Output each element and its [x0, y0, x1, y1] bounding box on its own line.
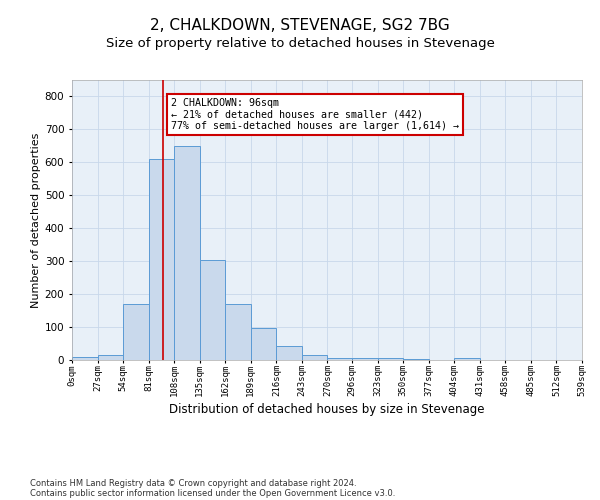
Bar: [403, 359, 429, 360]
Text: Size of property relative to detached houses in Stevenage: Size of property relative to detached ho…: [106, 38, 494, 51]
Text: 2, CHALKDOWN, STEVENAGE, SG2 7BG: 2, CHALKDOWN, STEVENAGE, SG2 7BG: [150, 18, 450, 32]
Bar: [123, 304, 149, 360]
Bar: [302, 355, 328, 360]
Y-axis label: Number of detached properties: Number of detached properties: [31, 132, 41, 308]
Text: 2 CHALKDOWN: 96sqm
← 21% of detached houses are smaller (442)
77% of semi-detach: 2 CHALKDOWN: 96sqm ← 21% of detached hou…: [172, 98, 460, 132]
X-axis label: Distribution of detached houses by size in Stevenage: Distribution of detached houses by size …: [169, 404, 485, 416]
Bar: [225, 304, 251, 360]
Bar: [98, 355, 123, 360]
Bar: [174, 146, 200, 360]
Text: Contains public sector information licensed under the Open Government Licence v3: Contains public sector information licen…: [30, 488, 395, 498]
Bar: [251, 328, 277, 360]
Bar: [454, 358, 480, 360]
Bar: [200, 260, 225, 360]
Bar: [149, 159, 174, 360]
Text: Contains HM Land Registry data © Crown copyright and database right 2024.: Contains HM Land Registry data © Crown c…: [30, 478, 356, 488]
Bar: [352, 358, 377, 360]
Bar: [328, 358, 352, 360]
Bar: [377, 358, 403, 360]
Bar: [277, 346, 302, 360]
Bar: [72, 358, 98, 360]
